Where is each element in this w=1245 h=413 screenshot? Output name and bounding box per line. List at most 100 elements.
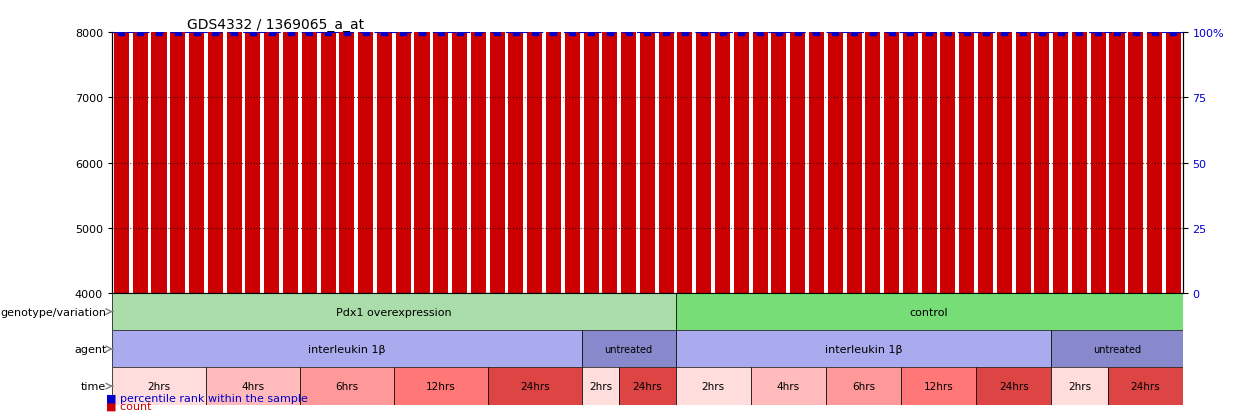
Text: 2hrs: 2hrs [1068,381,1091,391]
Text: genotype/variation: genotype/variation [0,307,106,317]
Text: interleukin 1β: interleukin 1β [824,344,903,354]
Bar [997,0,1012,293]
Text: 2hrs: 2hrs [702,381,725,391]
Bar [884,0,899,293]
Bar [921,0,936,293]
Bar [115,0,129,293]
Bar [359,0,373,293]
FancyBboxPatch shape [976,368,1051,405]
Bar [1147,0,1162,293]
Bar [301,0,316,293]
FancyBboxPatch shape [1051,368,1108,405]
Bar [828,0,843,293]
Text: control: control [910,307,949,317]
Text: untreated: untreated [605,344,652,354]
Bar [791,0,806,293]
Text: ■ count: ■ count [106,401,152,411]
FancyBboxPatch shape [112,293,676,330]
Bar [433,0,448,293]
FancyBboxPatch shape [676,368,751,405]
Bar [677,0,692,293]
Bar [1128,0,1143,293]
Bar [959,0,975,293]
Text: 2hrs: 2hrs [589,381,613,391]
Text: untreated: untreated [1093,344,1142,354]
Bar [340,0,355,293]
Bar [227,26,242,293]
Bar [377,0,392,293]
Text: 6hrs: 6hrs [335,381,359,391]
Text: 24hrs: 24hrs [1130,381,1160,391]
FancyBboxPatch shape [751,368,825,405]
Bar [471,0,486,293]
Bar [1091,0,1106,293]
Bar [415,0,430,293]
Text: 24hrs: 24hrs [520,381,549,391]
Bar [733,0,748,293]
FancyBboxPatch shape [676,293,1183,330]
Bar [189,14,204,293]
FancyBboxPatch shape [112,330,581,368]
Text: 24hrs: 24hrs [632,381,662,391]
Bar [1072,0,1087,293]
Bar [809,0,824,293]
FancyBboxPatch shape [825,368,901,405]
Bar [152,0,167,293]
Bar [489,0,504,293]
Bar [245,0,260,293]
Bar [547,0,561,293]
Bar [452,0,467,293]
Bar [640,0,655,293]
Bar [940,0,955,293]
Bar [659,0,674,293]
FancyBboxPatch shape [619,368,676,405]
Bar [696,0,711,293]
Bar [264,0,279,293]
Text: ■ percentile rank within the sample: ■ percentile rank within the sample [106,393,308,403]
Text: 4hrs: 4hrs [242,381,264,391]
Text: 6hrs: 6hrs [852,381,875,391]
Text: 12hrs: 12hrs [924,381,954,391]
Bar [1165,0,1180,293]
FancyBboxPatch shape [676,330,1051,368]
Bar [752,0,768,293]
FancyBboxPatch shape [1108,368,1183,405]
Bar [283,0,298,293]
Bar [584,0,599,293]
Text: time: time [81,381,106,391]
FancyBboxPatch shape [901,368,976,405]
FancyBboxPatch shape [581,368,619,405]
Text: GDS4332 / 1369065_a_at: GDS4332 / 1369065_a_at [187,18,364,32]
Text: Pdx1 overexpression: Pdx1 overexpression [336,307,452,317]
Bar [603,0,618,293]
Bar [772,0,787,293]
FancyBboxPatch shape [581,330,676,368]
Bar [208,0,223,293]
FancyBboxPatch shape [300,368,393,405]
FancyBboxPatch shape [205,368,300,405]
FancyBboxPatch shape [488,368,581,405]
Bar [320,0,336,293]
FancyBboxPatch shape [1051,330,1183,368]
Text: 2hrs: 2hrs [147,381,171,391]
Bar [1053,0,1068,293]
Bar [508,0,523,293]
Text: 24hrs: 24hrs [998,381,1028,391]
Bar [903,0,918,293]
Text: interleukin 1β: interleukin 1β [308,344,386,354]
FancyBboxPatch shape [393,368,488,405]
Bar [715,0,730,293]
Bar [133,0,148,293]
Bar [1035,0,1050,293]
Bar [847,0,862,293]
Bar [396,0,411,293]
Text: 4hrs: 4hrs [777,381,799,391]
Text: agent: agent [73,344,106,354]
Bar [621,0,636,293]
Bar [527,0,543,293]
Bar [979,0,994,293]
Bar [171,0,186,293]
Bar [1016,0,1031,293]
Bar [565,0,580,293]
FancyBboxPatch shape [112,368,205,405]
